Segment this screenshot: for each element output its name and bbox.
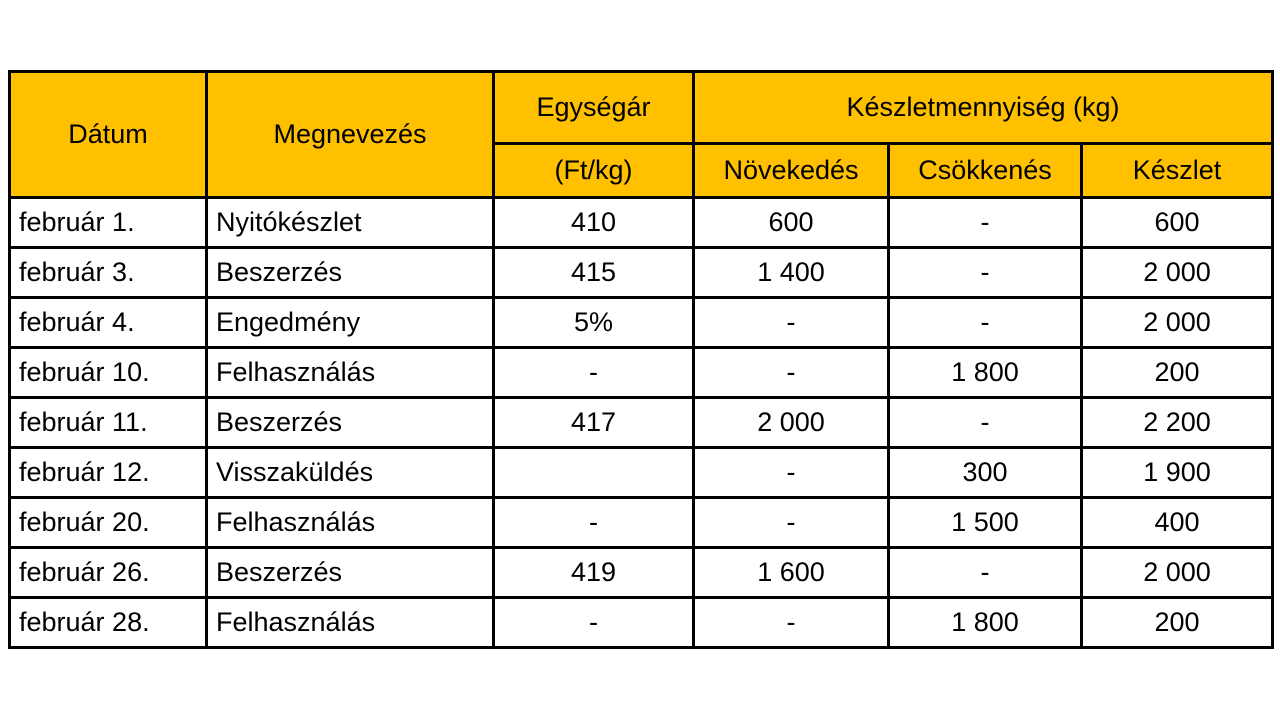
cell-increase: - [692, 346, 890, 399]
cell-increase: - [692, 296, 890, 349]
cell-date: február 11. [8, 396, 208, 449]
cell-date: február 20. [8, 496, 208, 549]
header-name: Megnevezés [205, 70, 495, 199]
cell-stock: 200 [1080, 596, 1274, 649]
cell-date: február 1. [8, 196, 208, 249]
header-stock: Készlet [1080, 142, 1274, 199]
cell-name: Beszerzés [205, 246, 495, 299]
cell-name: Felhasználás [205, 346, 495, 399]
cell-increase: - [692, 496, 890, 549]
cell-name: Beszerzés [205, 396, 495, 449]
cell-stock: 2 200 [1080, 396, 1274, 449]
header-increase: Növekedés [692, 142, 890, 199]
table-row: február 12. Visszaküldés - 300 1 900 [8, 446, 1274, 499]
cell-name: Engedmény [205, 296, 495, 349]
cell-unit-price: 410 [492, 196, 695, 249]
table-row: február 20. Felhasználás - - 1 500 400 [8, 496, 1274, 549]
cell-decrease: 1 500 [887, 496, 1083, 549]
cell-date: február 26. [8, 546, 208, 599]
cell-date: február 12. [8, 446, 208, 499]
header-stock-group: Készletmennyiség (kg) [692, 70, 1274, 145]
cell-decrease: - [887, 396, 1083, 449]
cell-name: Nyitókészlet [205, 196, 495, 249]
cell-date: február 28. [8, 596, 208, 649]
cell-decrease: - [887, 546, 1083, 599]
cell-name: Felhasználás [205, 596, 495, 649]
cell-name: Visszaküldés [205, 446, 495, 499]
header-decrease: Csökkenés [887, 142, 1083, 199]
cell-unit-price: 5% [492, 296, 695, 349]
cell-stock: 600 [1080, 196, 1274, 249]
cell-increase: 600 [692, 196, 890, 249]
table-row: február 26. Beszerzés 419 1 600 - 2 000 [8, 546, 1274, 599]
cell-increase: - [692, 596, 890, 649]
cell-decrease: 300 [887, 446, 1083, 499]
cell-unit-price: - [492, 596, 695, 649]
header-row-1: Dátum Megnevezés Egységár Készletmennyis… [8, 70, 1274, 199]
cell-stock: 1 900 [1080, 446, 1274, 499]
cell-increase: 2 000 [692, 396, 890, 449]
cell-name: Felhasználás [205, 496, 495, 549]
cell-stock: 2 000 [1080, 546, 1274, 599]
table-row: február 10. Felhasználás - - 1 800 200 [8, 346, 1274, 399]
cell-increase: 1 600 [692, 546, 890, 599]
cell-stock: 400 [1080, 496, 1274, 549]
cell-stock: 2 000 [1080, 246, 1274, 299]
cell-decrease: - [887, 196, 1083, 249]
cell-increase: - [692, 446, 890, 499]
header-row-2: (Ft/kg) Növekedés Csökkenés Készlet [10, 142, 1274, 199]
cell-name: Beszerzés [205, 546, 495, 599]
header-date: Dátum [8, 70, 208, 199]
cell-decrease: 1 800 [887, 596, 1083, 649]
table-row: február 28. Felhasználás - - 1 800 200 [8, 596, 1274, 649]
header-unit-price-unit: (Ft/kg) [492, 142, 695, 199]
cell-decrease: 1 800 [887, 346, 1083, 399]
table-row: február 1. Nyitókészlet 410 600 - 600 [8, 196, 1274, 249]
cell-date: február 10. [8, 346, 208, 399]
table-row: február 11. Beszerzés 417 2 000 - 2 200 [8, 396, 1274, 449]
cell-stock: 2 000 [1080, 296, 1274, 349]
cell-increase: 1 400 [692, 246, 890, 299]
header-unit-price: Egységár [492, 70, 695, 145]
cell-unit-price: - [492, 346, 695, 399]
inventory-table: Dátum Megnevezés Egységár Készletmennyis… [8, 70, 1274, 649]
cell-unit-price [492, 446, 695, 499]
table-row: február 4. Engedmény 5% - - 2 000 [8, 296, 1274, 349]
table-row: február 3. Beszerzés 415 1 400 - 2 000 [8, 246, 1274, 299]
cell-unit-price: 415 [492, 246, 695, 299]
cell-stock: 200 [1080, 346, 1274, 399]
cell-unit-price: 419 [492, 546, 695, 599]
cell-date: február 3. [8, 246, 208, 299]
cell-decrease: - [887, 246, 1083, 299]
cell-unit-price: - [492, 496, 695, 549]
cell-decrease: - [887, 296, 1083, 349]
cell-date: február 4. [8, 296, 208, 349]
cell-unit-price: 417 [492, 396, 695, 449]
